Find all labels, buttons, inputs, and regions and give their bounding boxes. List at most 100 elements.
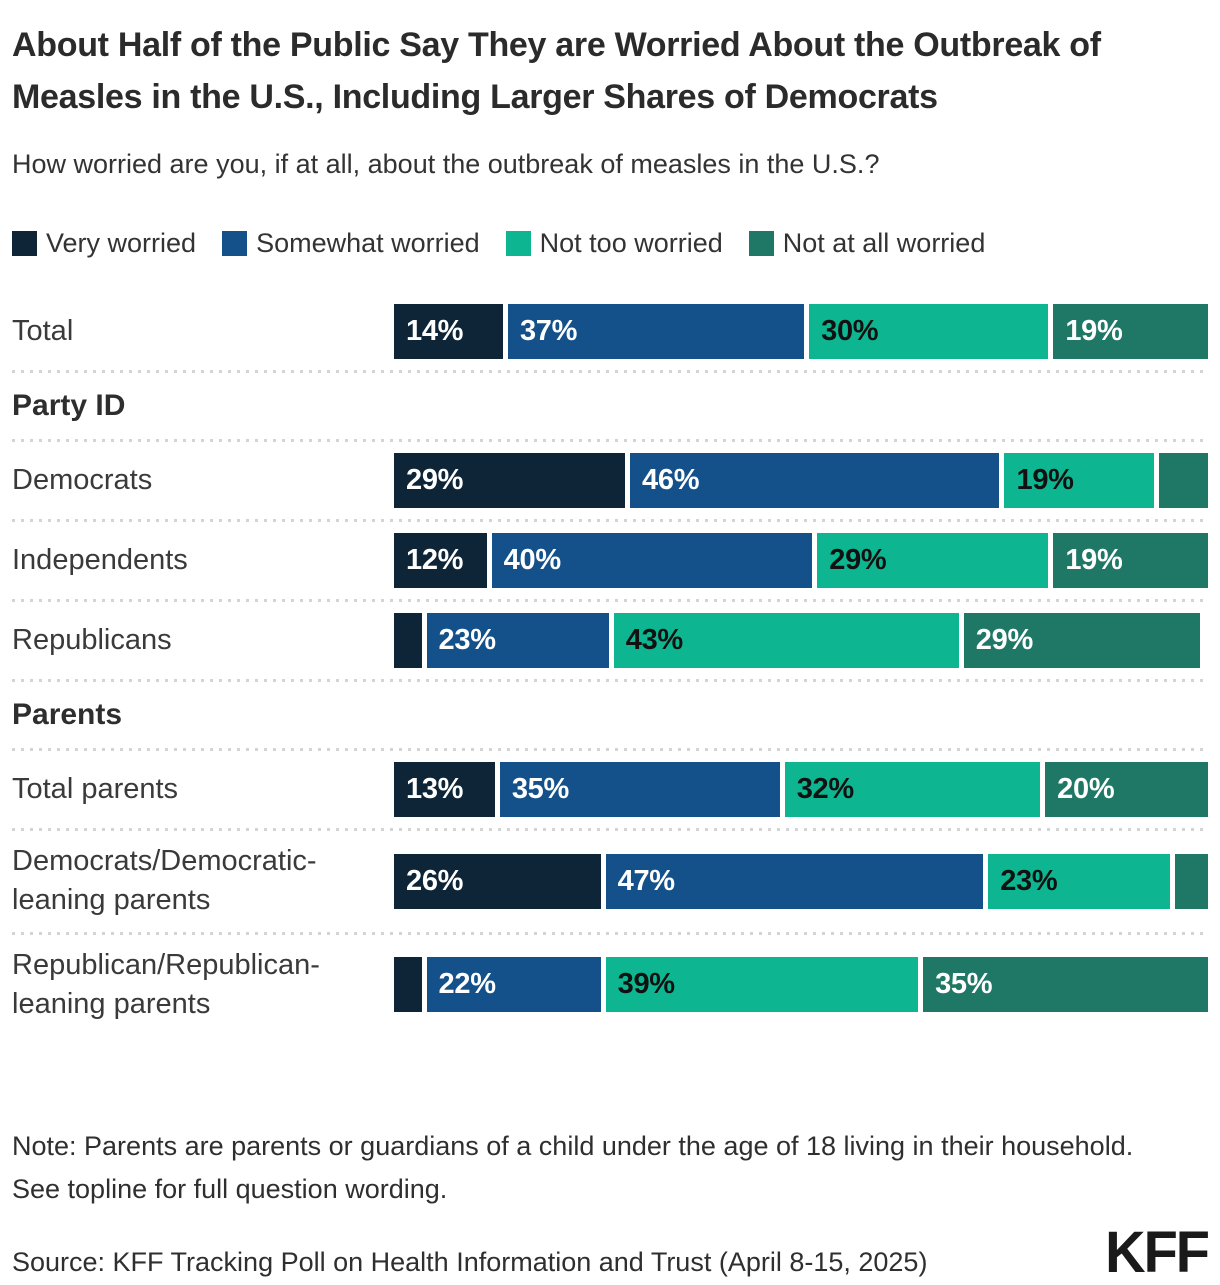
- legend-item-not-at-all-worried: Not at all worried: [748, 228, 986, 259]
- segment-value-label: 26%: [406, 864, 464, 897]
- bar-segment-very-worried: 13%: [394, 762, 500, 818]
- bar-segment-somewhat-worried: 22%: [426, 957, 606, 1013]
- row-label: Democrats: [12, 464, 153, 497]
- segment-value-label: 35%: [935, 968, 993, 1001]
- segment-value-label: 29%: [975, 624, 1033, 657]
- row-separator: [12, 679, 1208, 683]
- row-total-parents: Total parents 13% 35% 32% 20%: [12, 751, 1208, 828]
- segment-value-label: 23%: [1000, 864, 1058, 897]
- legend-label: Somewhat worried: [256, 228, 480, 259]
- stacked-bar: 29% 46% 19%: [394, 453, 1208, 509]
- row-label: Total: [12, 315, 74, 348]
- footnote: Note: Parents are parents or guardians o…: [12, 1130, 1134, 1205]
- legend-swatch-icon: [505, 231, 531, 257]
- bar-segment-somewhat-worried: 37%: [507, 304, 810, 360]
- bar-segment-not-too-worried: 29%: [817, 533, 1054, 589]
- bar-segment-somewhat-worried: 46%: [630, 453, 1005, 509]
- bar-segment-not-too-worried: 23%: [988, 853, 1176, 909]
- segment-value-label: 14%: [406, 315, 464, 348]
- bar-segment-not-at-all-worried: [1159, 453, 1208, 509]
- bar-segment-not-at-all-worried: 19%: [1053, 304, 1208, 360]
- section-label: Party ID: [12, 389, 126, 423]
- segment-value-label: 47%: [617, 864, 675, 897]
- legend-item-very-worried: Very worried: [12, 228, 196, 259]
- bar-segment-somewhat-worried: 35%: [499, 762, 785, 818]
- row-republican-republican-leaning-parents: Republican/Republican-leaning parents 22%…: [12, 935, 1208, 1035]
- section-label: Parents: [12, 698, 123, 732]
- row-separator: [12, 519, 1208, 523]
- bar-segment-not-too-worried: 32%: [784, 762, 1046, 818]
- row-total: Total 14% 37% 30% 19%: [12, 293, 1208, 370]
- segment-value-label: 22%: [438, 968, 496, 1001]
- segment-value-label: 30%: [821, 315, 879, 348]
- segment-value-label: 29%: [829, 544, 887, 577]
- bar-segment-not-at-all-worried: 35%: [923, 957, 1208, 1013]
- bar-segment-not-at-all-worried: 20%: [1045, 762, 1208, 818]
- row-separator: [12, 599, 1208, 603]
- bar-segment-very-worried: 12%: [394, 533, 492, 589]
- segment-value-label: 40%: [503, 544, 561, 577]
- legend-item-not-too-worried: Not too worried: [505, 228, 723, 259]
- row-separator: [12, 748, 1208, 752]
- source-line: Source: KFF Tracking Poll on Health Info…: [12, 1246, 928, 1277]
- bar-segment-not-too-worried: 30%: [809, 304, 1054, 360]
- page-title: About Half of the Public Say They are Wo…: [12, 26, 1101, 116]
- row-separator: [12, 931, 1208, 935]
- legend-swatch-icon: [222, 231, 248, 257]
- segment-value-label: 39%: [617, 968, 675, 1001]
- segment-value-label: 29%: [406, 464, 464, 497]
- segment-value-label: 35%: [511, 773, 569, 806]
- bar-segment-somewhat-worried: 47%: [605, 853, 989, 909]
- legend-label: Not at all worried: [782, 228, 986, 259]
- section-header-parents: Parents: [12, 682, 1208, 748]
- kff-logo: KFF: [1105, 1218, 1210, 1285]
- bar-segment-somewhat-worried: 40%: [491, 533, 818, 589]
- row-democrats: Democrats 29% 46% 19%: [12, 442, 1208, 519]
- stacked-bar: 13% 35% 32% 20%: [394, 762, 1208, 818]
- bar-segment-not-at-all-worried: [1175, 853, 1208, 909]
- legend-label: Not too worried: [539, 228, 723, 259]
- segment-value-label: 19%: [1065, 544, 1123, 577]
- segment-value-label: 12%: [406, 544, 464, 577]
- bar-segment-very-worried: 14%: [394, 304, 508, 360]
- row-label: Democrats/Democratic-leaning parents: [12, 845, 317, 917]
- stacked-bar: 14% 37% 30% 19%: [394, 304, 1208, 360]
- chart-subtitle: How worried are you, if at all, about th…: [12, 149, 880, 180]
- chart-footer: Source: KFF Tracking Poll on Health Info…: [12, 1218, 1210, 1285]
- stacked-bar: 23% 43% 29%: [394, 613, 1208, 669]
- stacked-bar: 12% 40% 29% 19%: [394, 533, 1208, 589]
- row-label: Republican/Republican-leaning parents: [12, 948, 320, 1020]
- segment-value-label: 46%: [642, 464, 700, 497]
- bar-segment-very-worried: 26%: [394, 853, 606, 909]
- section-header-party-id: Party ID: [12, 373, 1208, 439]
- bar-segment-not-at-all-worried: 19%: [1053, 533, 1208, 589]
- row-democrats-democratic-leaning-parents: Democrats/Democratic-leaning parents 26% 4…: [12, 831, 1208, 931]
- segment-value-label: 20%: [1057, 773, 1115, 806]
- bar-segment-not-too-worried: 43%: [613, 613, 964, 669]
- bar-segment-not-too-worried: 39%: [605, 957, 924, 1013]
- segment-value-label: 19%: [1065, 315, 1123, 348]
- stacked-bar: 22% 39% 35%: [394, 957, 1208, 1013]
- bar-segment-very-worried: [394, 957, 427, 1013]
- legend-label: Very worried: [46, 228, 197, 259]
- segment-value-label: 32%: [796, 773, 854, 806]
- stacked-bar: 26% 47% 23%: [394, 853, 1208, 909]
- segment-value-label: 37%: [519, 315, 578, 348]
- row-separator: [12, 439, 1208, 443]
- row-label: Independents: [12, 544, 188, 577]
- bar-segment-very-worried: 29%: [394, 453, 631, 509]
- segment-value-label: 19%: [1016, 464, 1074, 497]
- bar-segment-not-too-worried: 19%: [1004, 453, 1160, 509]
- segment-value-label: 43%: [625, 624, 683, 657]
- legend-swatch-icon: [12, 231, 37, 257]
- legend-item-somewhat-worried: Somewhat worried: [222, 228, 480, 259]
- stacked-bar-chart: Total 14% 37% 30% 19% Party ID Democrats 29% 46%…: [12, 293, 1208, 1035]
- bar-segment-very-worried: [394, 613, 427, 669]
- bar-segment-somewhat-worried: 23%: [426, 613, 614, 669]
- segment-value-label: 13%: [406, 773, 464, 806]
- legend-swatch-icon: [748, 231, 774, 257]
- segment-value-label: 23%: [438, 624, 496, 657]
- row-republicans: Republicans 23% 43% 29%: [12, 602, 1208, 679]
- row-separator: [12, 370, 1208, 374]
- row-label: Republicans: [12, 624, 172, 657]
